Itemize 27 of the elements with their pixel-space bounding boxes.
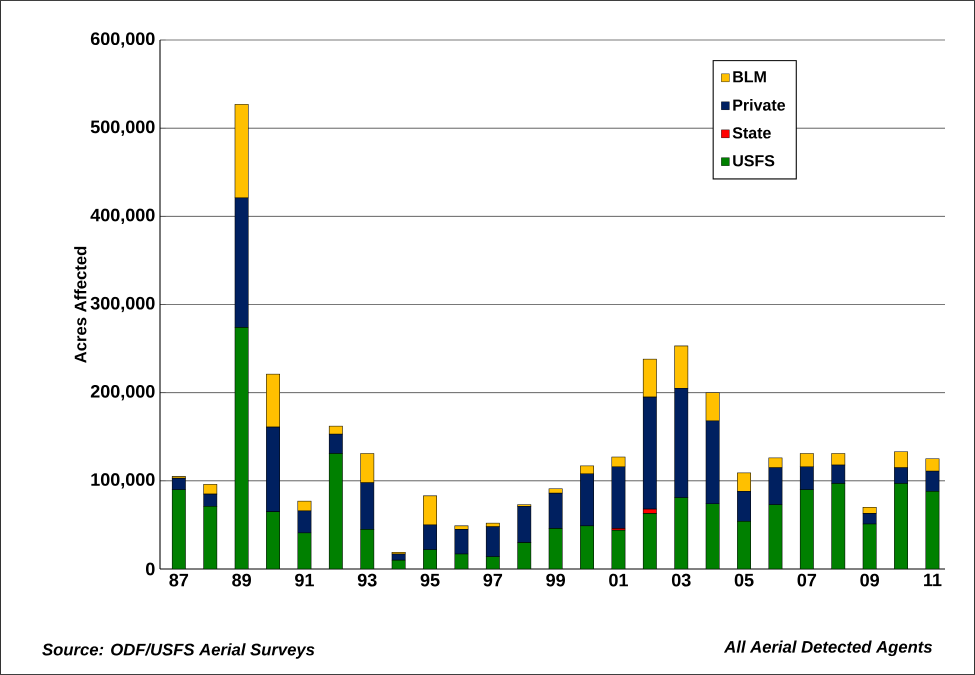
x-tick-label: 01 <box>609 574 628 586</box>
x-tick-label: 07 <box>798 574 816 586</box>
y-tick-label: 500,000 <box>90 120 155 136</box>
x-tick-label: 93 <box>358 574 377 586</box>
text: All Aerial Detected Agents <box>724 640 932 656</box>
x-tick-label: 03 <box>672 574 691 586</box>
y-tick-label: 300,000 <box>90 296 155 312</box>
x-tick-label: 05 <box>734 574 754 586</box>
source-note: Source: ODF/USFS Aerial Surveys <box>42 643 314 659</box>
y-tick-label: 400,000 <box>90 208 155 224</box>
x-tick-label: 89 <box>232 574 251 586</box>
legend-label: State <box>732 127 771 139</box>
x-tick-label: 11 <box>924 574 942 586</box>
y-tick-label: 0 <box>146 562 155 576</box>
legend-label: BLM <box>733 71 766 82</box>
legend-label: Private <box>733 98 786 111</box>
x-tick-label: 09 <box>860 574 879 586</box>
x-tick-label: 91 <box>295 574 314 586</box>
y-axis-title: Acres Affected <box>74 246 86 363</box>
legend-label: USFS <box>733 155 774 166</box>
y-tick-label: 200,000 <box>90 384 155 400</box>
x-tick-label: 87 <box>169 574 188 586</box>
x-tick-label: 95 <box>420 574 440 586</box>
y-tick-label: 600,000 <box>90 32 155 48</box>
x-tick-label: 99 <box>546 574 565 586</box>
y-tick-label: 100,000 <box>91 473 155 489</box>
x-tick-label: 97 <box>483 574 502 586</box>
